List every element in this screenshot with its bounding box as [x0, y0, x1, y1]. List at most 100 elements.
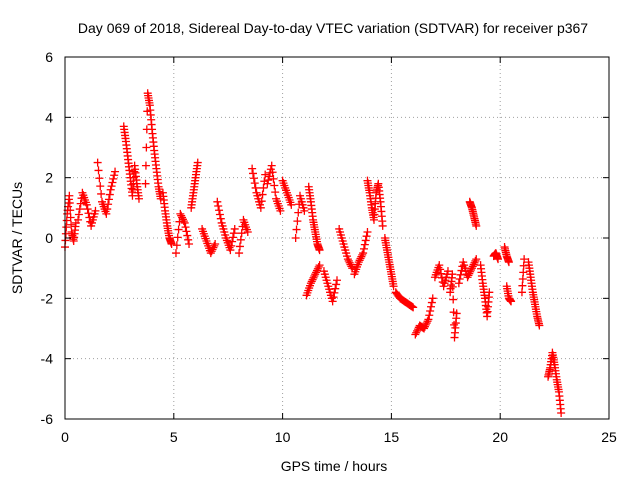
data-point — [268, 168, 277, 177]
data-point — [354, 258, 363, 267]
data-point — [420, 322, 429, 331]
x-tick-label: 15 — [384, 429, 400, 445]
data-point — [443, 267, 452, 276]
data-point — [256, 203, 265, 212]
data-point — [214, 202, 223, 211]
x-tick-label: 0 — [61, 429, 69, 445]
data-point — [436, 265, 445, 274]
chart-title: Day 069 of 2018, Sidereal Day-to-day VTE… — [78, 20, 588, 36]
data-point — [448, 282, 457, 291]
data-point — [311, 270, 320, 279]
data-point — [248, 164, 257, 173]
data-point — [83, 205, 92, 214]
data-point — [249, 169, 258, 178]
data-point — [315, 246, 324, 255]
data-point — [110, 171, 119, 180]
data-point — [448, 270, 457, 279]
data-point — [176, 209, 185, 218]
data-point — [66, 213, 75, 222]
data-point — [520, 255, 529, 264]
data-point — [243, 227, 252, 236]
data-point — [468, 262, 477, 271]
data-point — [74, 210, 83, 219]
data-point — [409, 303, 418, 312]
data-point — [276, 206, 285, 215]
x-tick-label: 20 — [492, 429, 508, 445]
data-point — [237, 229, 246, 238]
data-point — [108, 178, 117, 187]
data-point — [215, 210, 224, 219]
data-point — [230, 224, 239, 233]
y-tick-label: 0 — [45, 230, 53, 246]
data-point — [306, 279, 315, 288]
data-point — [109, 174, 118, 183]
data-point — [470, 258, 479, 267]
data-point — [309, 273, 318, 282]
data-point — [106, 185, 115, 194]
data-point — [167, 240, 176, 249]
data-point — [332, 280, 341, 289]
data-point — [174, 225, 183, 234]
data-point — [185, 240, 194, 249]
data-point — [211, 240, 220, 249]
data-point — [312, 266, 321, 275]
data-point — [466, 267, 475, 276]
data-point — [249, 174, 258, 183]
data-point — [258, 190, 267, 199]
data-point — [427, 302, 436, 311]
data-point — [74, 215, 83, 224]
data-point — [310, 272, 319, 281]
data-point — [455, 275, 464, 284]
data-point — [107, 182, 116, 191]
data-point — [104, 200, 113, 209]
data-point — [411, 330, 420, 339]
data-point — [331, 284, 340, 293]
data-point — [467, 264, 476, 273]
data-point — [264, 176, 273, 185]
data-point — [424, 315, 433, 324]
data-point — [300, 206, 309, 215]
data-point — [265, 172, 274, 181]
data-point — [180, 218, 189, 227]
data-point — [315, 261, 324, 270]
data-point — [472, 221, 481, 230]
data-point — [207, 247, 216, 256]
data-point — [182, 227, 191, 236]
data-point — [134, 194, 143, 203]
data-point — [344, 256, 353, 265]
data-point — [356, 254, 365, 263]
data-point — [250, 179, 259, 188]
data-point — [465, 269, 474, 278]
data-point — [216, 214, 225, 223]
data-point — [94, 166, 103, 175]
data-point — [105, 190, 114, 199]
y-tick-label: -2 — [41, 290, 54, 306]
data-point — [104, 195, 113, 204]
data-point — [91, 206, 100, 215]
x-tick-label: 25 — [601, 429, 617, 445]
data-point — [215, 206, 224, 215]
data-point — [345, 258, 354, 267]
data-point — [307, 277, 316, 286]
data-point — [95, 174, 104, 183]
data-point — [178, 215, 187, 224]
data-point — [76, 199, 85, 208]
y-tick-label: -6 — [41, 411, 54, 427]
data-point — [102, 209, 111, 218]
axis-ticks: 0 5 10 15 20 25 -6 -4 -2 0 2 4 6 — [41, 49, 617, 445]
data-point — [422, 319, 431, 328]
data-point — [421, 320, 430, 329]
data-point — [362, 232, 371, 241]
data-point — [206, 249, 215, 258]
y-axis-title: SDTVAR / TECUs — [9, 182, 25, 294]
data-point — [469, 260, 478, 269]
data-point — [412, 328, 421, 337]
data-point — [227, 241, 236, 250]
data-point — [270, 181, 279, 190]
data-points — [61, 89, 566, 417]
y-tick-label: -4 — [41, 351, 54, 367]
data-point — [179, 217, 188, 226]
data-point — [172, 241, 181, 250]
data-point — [291, 234, 300, 242]
